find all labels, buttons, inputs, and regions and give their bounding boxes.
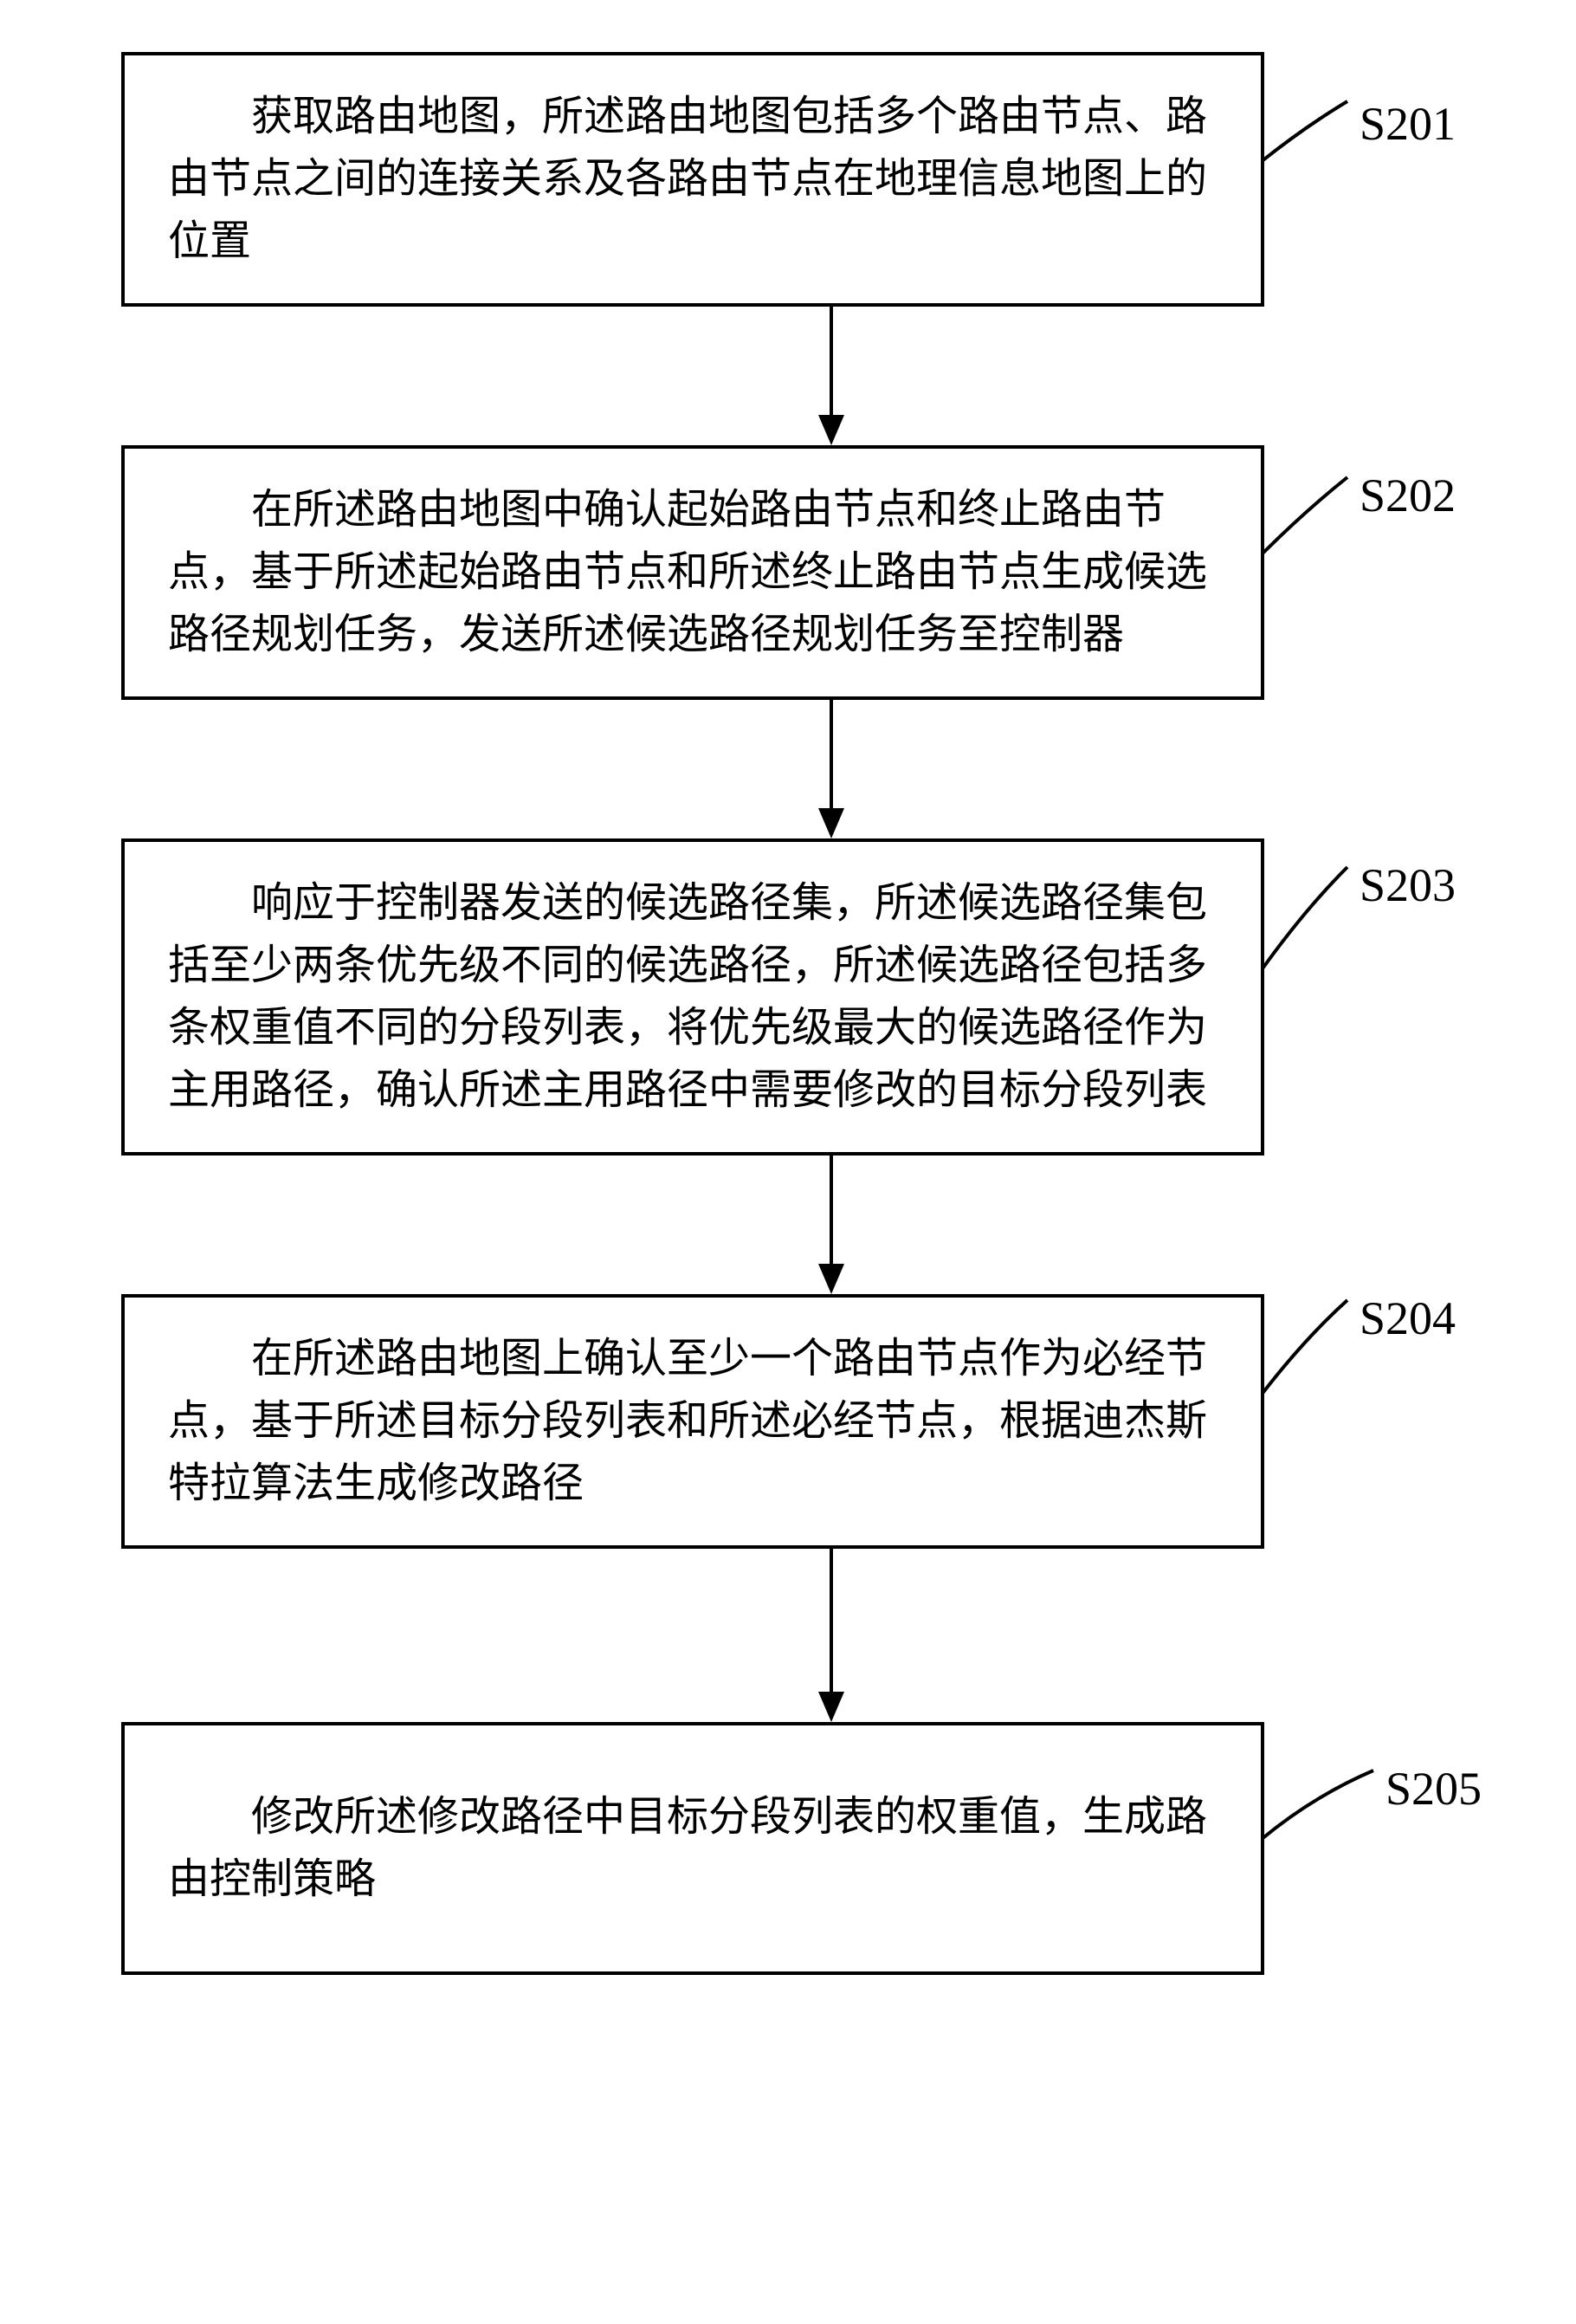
connector-curve-s202 [1261,469,1365,573]
arrow-1 [260,307,1403,445]
arrow-3 [260,1156,1403,1294]
step-box-s202: 在所述路由地图中确认起始路由节点和终止路由节点，基于所述起始路由节点和所述终止路… [121,445,1264,700]
step-box-s203: 响应于控制器发送的候选路径集，所述候选路径集包括至少两条优先级不同的候选路径，所… [121,838,1264,1156]
step-row-s201: 获取路由地图，所述路由地图包括多个路由节点、路由节点之间的连接关系及各路由节点在… [35,52,1541,307]
connector-curve-s203 [1261,858,1365,980]
step-label-s202: S202 [1360,469,1456,522]
arrow-2 [260,700,1403,838]
step-label-s204: S204 [1360,1291,1456,1345]
connector-curve-s204 [1261,1291,1365,1413]
connector-curve-s205 [1261,1762,1382,1866]
step-row-s205: 修改所述修改路径中目标分段列表的权重值，生成路由控制策略 S205 [35,1722,1541,1975]
flowchart-container: 获取路由地图，所述路由地图包括多个路由节点、路由节点之间的连接关系及各路由节点在… [35,52,1541,1975]
step-text-s204: 在所述路由地图上确认至少一个路由节点作为必经节点，基于所述目标分段列表和所述必经… [168,1328,1218,1515]
step-row-s204: 在所述路由地图上确认至少一个路由节点作为必经节点，基于所述目标分段列表和所述必经… [35,1294,1541,1549]
step-box-s205: 修改所述修改路径中目标分段列表的权重值，生成路由控制策略 [121,1722,1264,1975]
step-box-s204: 在所述路由地图上确认至少一个路由节点作为必经节点，基于所述目标分段列表和所述必经… [121,1294,1264,1549]
step-text-s202: 在所述路由地图中确认起始路由节点和终止路由节点，基于所述起始路由节点和所述终止路… [168,479,1218,666]
step-text-s203: 响应于控制器发送的候选路径集，所述候选路径集包括至少两条优先级不同的候选路径，所… [168,872,1218,1122]
step-text-s201: 获取路由地图，所述路由地图包括多个路由节点、路由节点之间的连接关系及各路由节点在… [168,86,1218,273]
step-label-s205: S205 [1385,1762,1482,1816]
connector-curve-s201 [1261,93,1365,197]
step-text-s205: 修改所述修改路径中目标分段列表的权重值，生成路由控制策略 [168,1786,1218,1911]
step-box-s201: 获取路由地图，所述路由地图包括多个路由节点、路由节点之间的连接关系及各路由节点在… [121,52,1264,307]
step-row-s202: 在所述路由地图中确认起始路由节点和终止路由节点，基于所述起始路由节点和所述终止路… [35,445,1541,700]
step-row-s203: 响应于控制器发送的候选路径集，所述候选路径集包括至少两条优先级不同的候选路径，所… [35,838,1541,1156]
arrow-4 [260,1549,1403,1722]
step-label-s203: S203 [1360,858,1456,912]
step-label-s201: S201 [1360,97,1456,151]
